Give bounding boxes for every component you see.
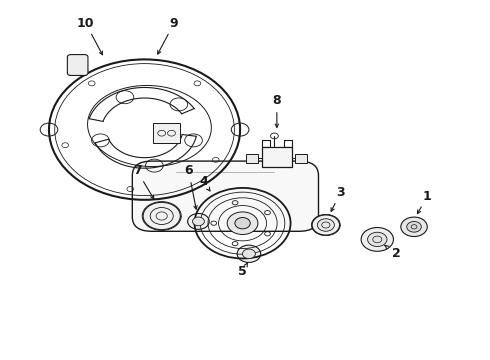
Circle shape [193, 217, 204, 226]
Circle shape [235, 217, 250, 229]
Circle shape [368, 232, 387, 247]
FancyBboxPatch shape [295, 154, 307, 163]
Circle shape [312, 215, 340, 235]
FancyBboxPatch shape [153, 123, 180, 143]
Circle shape [188, 213, 209, 229]
Text: 2: 2 [392, 247, 400, 260]
Text: 5: 5 [238, 265, 247, 278]
Text: 4: 4 [199, 175, 208, 188]
Circle shape [318, 219, 334, 231]
Circle shape [227, 212, 258, 234]
Text: 7: 7 [133, 165, 142, 177]
Circle shape [243, 249, 255, 258]
Text: 1: 1 [423, 190, 432, 203]
Text: 10: 10 [77, 17, 95, 30]
Circle shape [237, 245, 261, 262]
FancyBboxPatch shape [262, 147, 292, 166]
Text: 9: 9 [170, 17, 178, 30]
Circle shape [401, 217, 427, 237]
Circle shape [407, 221, 421, 232]
Circle shape [361, 228, 393, 251]
FancyBboxPatch shape [132, 161, 318, 231]
Text: 3: 3 [336, 186, 345, 199]
FancyBboxPatch shape [246, 154, 258, 163]
FancyBboxPatch shape [67, 55, 88, 76]
Text: 8: 8 [272, 94, 281, 107]
Text: 6: 6 [184, 165, 193, 177]
Circle shape [143, 202, 180, 230]
